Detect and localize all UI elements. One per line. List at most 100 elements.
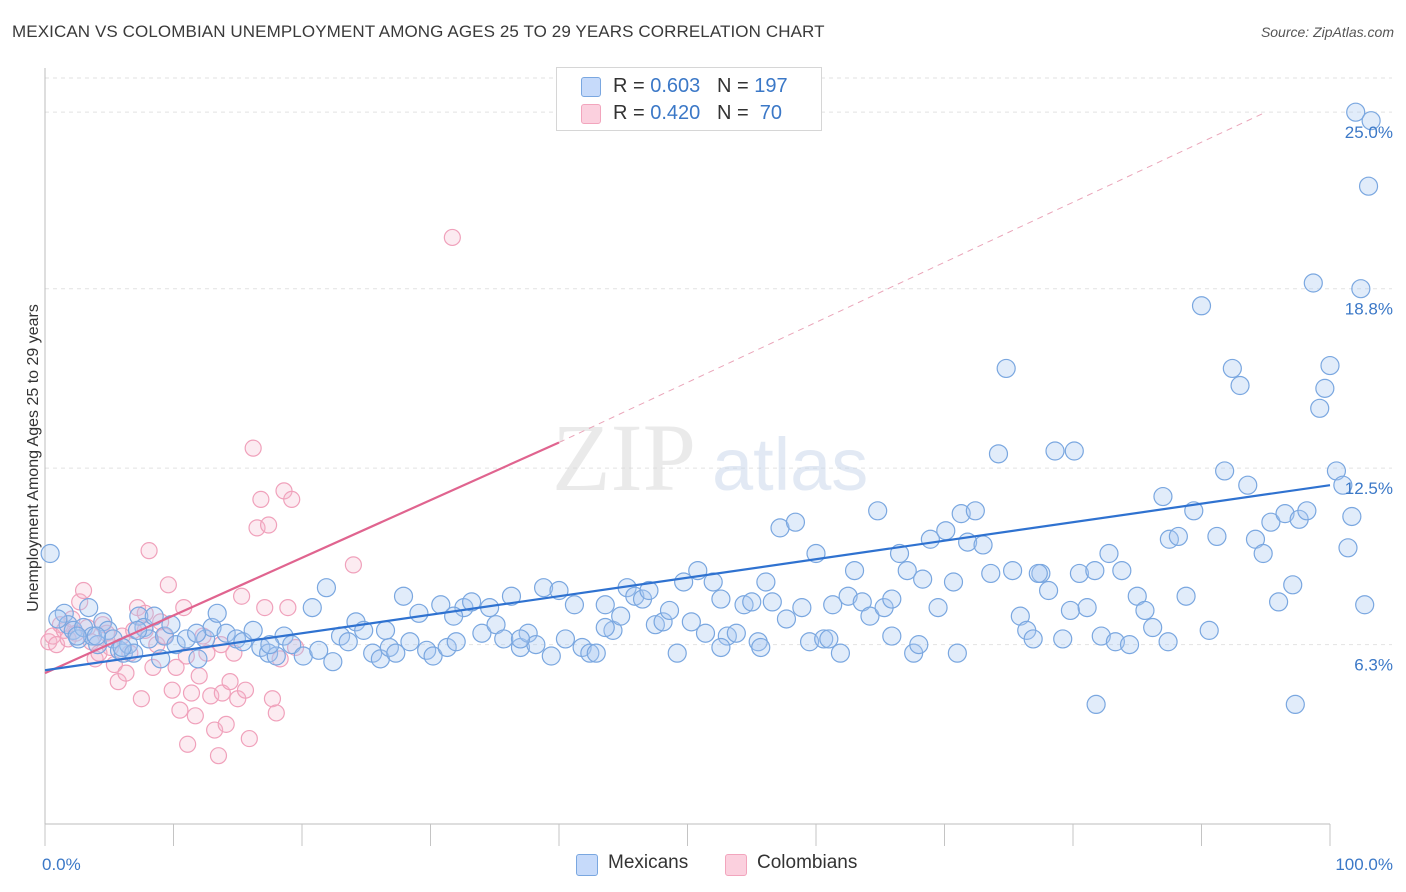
- y-tick-label: 25.0%: [1345, 123, 1393, 142]
- mexicans-point: [316, 578, 337, 598]
- mexicans-point: [860, 606, 880, 626]
- mexicans-point: [564, 595, 585, 615]
- mexicans-point: [792, 598, 812, 618]
- mexicans-point: [1003, 560, 1023, 581]
- colombians-point: [182, 684, 201, 702]
- colombians-point: [443, 228, 461, 247]
- mexicans-point: [988, 444, 1009, 464]
- mexicans-point: [981, 563, 1001, 584]
- colombians-point: [263, 690, 282, 708]
- colombians-point: [140, 542, 158, 560]
- colombians-point: [271, 650, 289, 668]
- colombians-point: [163, 681, 181, 699]
- mexicans-point: [472, 623, 492, 643]
- tick-labels: 6.3% 12.5% 18.8% 25.0% 0.0% 100.0%: [42, 123, 1393, 874]
- colombians-trend-extension: [558, 111, 1266, 443]
- mexicans-point: [659, 600, 680, 621]
- colombians-point: [344, 556, 362, 574]
- mexicans-point: [1222, 358, 1242, 379]
- mexicans-point: [625, 586, 645, 606]
- mexicans-point: [40, 543, 60, 564]
- colombians-point: [117, 664, 135, 682]
- mexicans-point: [1230, 375, 1250, 396]
- mexicans-point: [1338, 538, 1358, 558]
- mexicans-point: [338, 632, 358, 652]
- mexicans-point: [681, 612, 701, 632]
- mexicans-point: [302, 598, 322, 618]
- mexicans-point: [1310, 398, 1330, 418]
- colombians-point: [186, 707, 204, 725]
- colombians-point: [279, 599, 297, 617]
- colombians-point: [283, 490, 301, 509]
- mexicans-point: [1135, 600, 1155, 621]
- mexicans-point: [1326, 461, 1347, 481]
- mexicans-point: [639, 580, 659, 601]
- mexicans-point: [216, 623, 236, 643]
- mexicans-point: [1077, 598, 1097, 618]
- mexicans-point: [1069, 563, 1090, 584]
- mexicans-point: [1303, 273, 1323, 293]
- colombians-point: [221, 673, 239, 691]
- grid-lines: [45, 77, 1392, 646]
- mexicans-point: [1358, 176, 1379, 196]
- mexicans-point: [595, 617, 615, 638]
- mexicans-point: [734, 595, 754, 615]
- legend: R = 0.603 N = 197 R = 0.420 N = 70: [556, 67, 822, 131]
- legend-row-mexicans: R = 0.603 N = 197: [581, 75, 788, 99]
- mexicans-point: [67, 626, 87, 646]
- mexicans-point: [1320, 355, 1340, 376]
- colombians-points: [40, 228, 461, 765]
- mexicans-point: [653, 612, 673, 632]
- y-tick-label: 18.8%: [1345, 300, 1393, 319]
- trend-lines: [44, 111, 1331, 675]
- mexicans-point: [541, 646, 561, 666]
- legend-swatch-mexicans: [581, 77, 601, 97]
- mexicans-point: [494, 629, 514, 649]
- mexicans-point: [188, 649, 208, 669]
- colombians-point: [240, 729, 258, 748]
- mexicans-point: [1199, 620, 1219, 640]
- legend-swatch-colombians: [581, 104, 601, 124]
- mexicans-point: [785, 512, 806, 532]
- mexicans-point: [756, 572, 776, 592]
- mexicans-point: [595, 595, 615, 615]
- mexicans-point: [1119, 635, 1140, 655]
- source-note: Source: ZipAtlas.com: [1260, 24, 1394, 40]
- mexicans-point: [1285, 694, 1305, 715]
- mexicans-trend-line: [44, 484, 1331, 672]
- mexicans-point: [1105, 632, 1126, 652]
- mexicans-point: [611, 606, 631, 626]
- watermark-atlas: atlas: [712, 423, 868, 506]
- mexicans-point: [533, 578, 554, 598]
- mexicans-point: [1112, 560, 1132, 581]
- mexicans-point: [1053, 629, 1073, 649]
- mexicans-point: [446, 632, 466, 652]
- mexicans-point: [1207, 526, 1227, 547]
- mexicans-point: [1238, 475, 1258, 495]
- colombians-point: [167, 658, 185, 676]
- mexicans-point: [1060, 600, 1081, 621]
- mexicans-point: [187, 623, 207, 643]
- mexicans-point: [510, 629, 531, 649]
- mexicans-point: [462, 592, 482, 612]
- mexicans-point: [814, 629, 834, 649]
- watermark-zip: ZIP: [552, 404, 696, 511]
- mexicans-point: [323, 652, 343, 672]
- mexicans-point: [1191, 296, 1212, 316]
- mexicans-point: [1153, 486, 1173, 507]
- mexicans-point: [830, 643, 851, 663]
- bottom-legend-swatch-mexicans: [576, 854, 598, 876]
- mexicans-point: [129, 606, 149, 626]
- mexicans-point: [711, 637, 731, 658]
- mexicans-point: [48, 609, 68, 629]
- colombians-point: [252, 490, 270, 509]
- mexicans-point: [176, 629, 196, 649]
- mexicans-point: [751, 637, 771, 658]
- chart-title: MEXICAN VS COLOMBIAN UNEMPLOYMENT AMONG …: [12, 22, 825, 41]
- mexicans-point: [897, 560, 917, 581]
- y-axis-label: Unemployment Among Ages 25 to 29 years: [25, 304, 42, 612]
- mexicans-point: [868, 501, 888, 521]
- mexicans-point: [1253, 543, 1273, 564]
- mexicans-point: [1038, 580, 1059, 601]
- mexicans-point: [79, 598, 99, 618]
